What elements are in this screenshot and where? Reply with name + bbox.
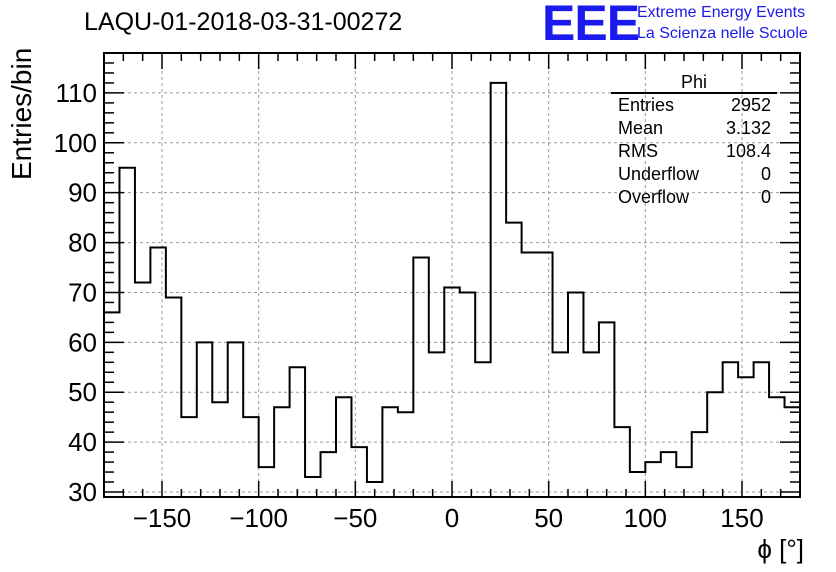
histogram-bin: [429, 352, 444, 497]
histogram-bin: [197, 342, 212, 497]
histogram-bin: [351, 447, 366, 497]
y-tick-label: 60: [68, 327, 97, 357]
histogram-bin: [166, 297, 181, 497]
stats-title: Phi: [611, 72, 777, 94]
histogram-bin: [305, 477, 320, 497]
stats-row-overflow: Overflow 0: [611, 186, 777, 209]
histogram-bin: [413, 258, 428, 497]
stats-label: Overflow: [618, 187, 690, 207]
y-tick-label: 50: [68, 377, 97, 407]
y-axis-label: Entries/bin: [6, 47, 37, 180]
y-tick-label: 80: [68, 228, 97, 258]
histogram-bin: [135, 282, 150, 497]
histogram-bin: [475, 362, 490, 497]
histogram-bin: [707, 392, 722, 497]
histogram-bin: [537, 253, 552, 497]
histogram-bin: [104, 312, 119, 497]
histogram-bin: [259, 467, 274, 497]
histogram-bin: [398, 412, 413, 497]
histogram-bin: [769, 397, 784, 497]
x-tick-label: −100: [229, 503, 288, 533]
histogram-bin: [243, 417, 258, 497]
stats-row-rms: RMS 108.4: [611, 140, 777, 163]
eee-logo: EEE: [542, 0, 640, 51]
histogram-bin: [630, 472, 645, 497]
logo-line-2: La Scienza nelle Scuole: [637, 25, 808, 42]
y-tick-label: 40: [68, 427, 97, 457]
x-tick-label: 50: [534, 503, 563, 533]
y-tick-label: 70: [68, 277, 97, 307]
histogram-bin: [228, 342, 243, 497]
logo-line-1: Extreme Energy Events: [637, 4, 806, 21]
y-tick-label: 30: [68, 477, 97, 507]
histogram-bin: [119, 168, 134, 497]
histogram-bin: [723, 362, 738, 497]
histogram-bin: [491, 83, 506, 497]
stats-row-entries: Entries 2952: [611, 94, 777, 117]
x-tick-label: 0: [445, 503, 459, 533]
stats-value: 2952: [730, 95, 771, 115]
stats-label: Mean: [618, 118, 664, 138]
stats-value: 3.132: [725, 118, 771, 138]
tick-layer: [104, 53, 800, 497]
y-tick-label: 110: [56, 78, 97, 108]
histogram-bin: [661, 452, 676, 497]
histogram-bin: [614, 427, 629, 497]
histogram-bin: [181, 417, 196, 497]
histogram-bin: [382, 407, 397, 497]
stats-row-underflow: Underflow 0: [611, 163, 777, 186]
histogram-bin: [599, 322, 614, 497]
histogram-bin: [506, 223, 521, 497]
x-tick-label: 100: [624, 503, 667, 533]
x-tick-label: −150: [133, 503, 192, 533]
stats-box: Phi Entries 2952 Mean 3.132 RMS 108.4 Un…: [611, 72, 777, 209]
x-tick-label: 150: [720, 503, 763, 533]
histogram-bin: [568, 292, 583, 497]
histogram-bin: [738, 377, 753, 497]
stats-value: 0: [760, 164, 771, 184]
histogram-bin: [290, 367, 305, 497]
stats-label: Entries: [618, 95, 675, 115]
stats-label: RMS: [618, 141, 658, 161]
histogram-bin: [444, 287, 459, 497]
x-tick-label: −50: [333, 503, 377, 533]
histogram-bin: [522, 253, 537, 497]
histogram-bin: [692, 432, 707, 497]
x-axis-label: ϕ [°]: [757, 534, 804, 564]
tick-label-layer: −150 −100 −50 0 50 100 150 30 40 50 60 70 80 90 100 110: [54, 78, 764, 533]
stats-value: 108.4: [725, 141, 771, 161]
histogram-bin: [150, 248, 165, 497]
histogram-bin: [583, 352, 598, 497]
histogram-bin: [274, 407, 289, 497]
histogram-bin: [321, 452, 336, 497]
plot-title: LAQU-01-2018-03-31-00272: [84, 8, 403, 36]
stats-label: Underflow: [618, 164, 700, 184]
histogram-bin: [754, 362, 769, 497]
histogram-bin: [553, 352, 568, 497]
histogram-bin: [460, 292, 475, 497]
y-tick-label: 100: [54, 128, 97, 158]
histogram-bin: [645, 462, 660, 497]
histogram-bin: [212, 402, 227, 497]
histogram-bin: [336, 397, 351, 497]
stats-value: 0: [760, 187, 771, 207]
stats-row-mean: Mean 3.132: [611, 117, 777, 140]
histogram-line: [103, 81, 801, 497]
y-tick-label: 90: [68, 178, 97, 208]
